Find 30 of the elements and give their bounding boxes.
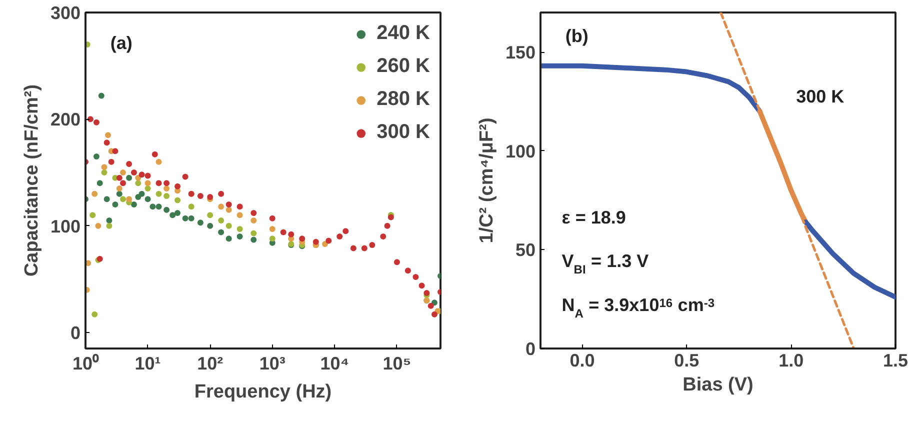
x-tick-label: 0.5 — [674, 350, 700, 370]
x-tick-label: 1.5 — [882, 350, 908, 370]
x-tick-label: 10¹ — [134, 354, 161, 374]
annotation: 300 K — [796, 86, 844, 107]
y-axis-title: 1/C² (cm⁴/μF²) — [476, 118, 498, 244]
annotation: ε = 18.9 — [562, 208, 626, 228]
y-tick-label: 100 — [50, 216, 81, 236]
x-axis-title: Bias (V) — [682, 374, 754, 396]
x-tick-label: 10⁰ — [72, 354, 100, 374]
y-tick-label: 150 — [505, 42, 536, 63]
x-tick-label: 10⁵ — [382, 354, 412, 374]
x-tick-label: 0.0 — [570, 350, 595, 370]
annotation: (b) — [565, 26, 588, 46]
x-tick-label: 10⁴ — [320, 354, 350, 374]
y-tick-label: 0 — [70, 323, 81, 343]
annotation: (a) — [110, 32, 132, 53]
x-axis-title: Frequency (Hz) — [194, 382, 332, 402]
y-tick-label: 200 — [50, 110, 81, 130]
legend-label: 260 K — [376, 55, 430, 78]
x-tick-label: 10² — [197, 354, 224, 374]
y-tick-label: 50 — [515, 240, 536, 260]
legend-label: 280 K — [376, 88, 430, 111]
y-tick-label: 100 — [505, 141, 536, 162]
x-tick-label: 1.0 — [778, 350, 804, 370]
y-axis-title: Capacitance (nF/cm²) — [21, 84, 42, 277]
legend-label: 240 K — [376, 22, 430, 45]
y-tick-label: 0 — [525, 339, 536, 359]
legend-label: 300 K — [376, 121, 430, 144]
y-tick-label: 300 — [50, 3, 81, 23]
x-tick-label: 10³ — [259, 354, 286, 374]
